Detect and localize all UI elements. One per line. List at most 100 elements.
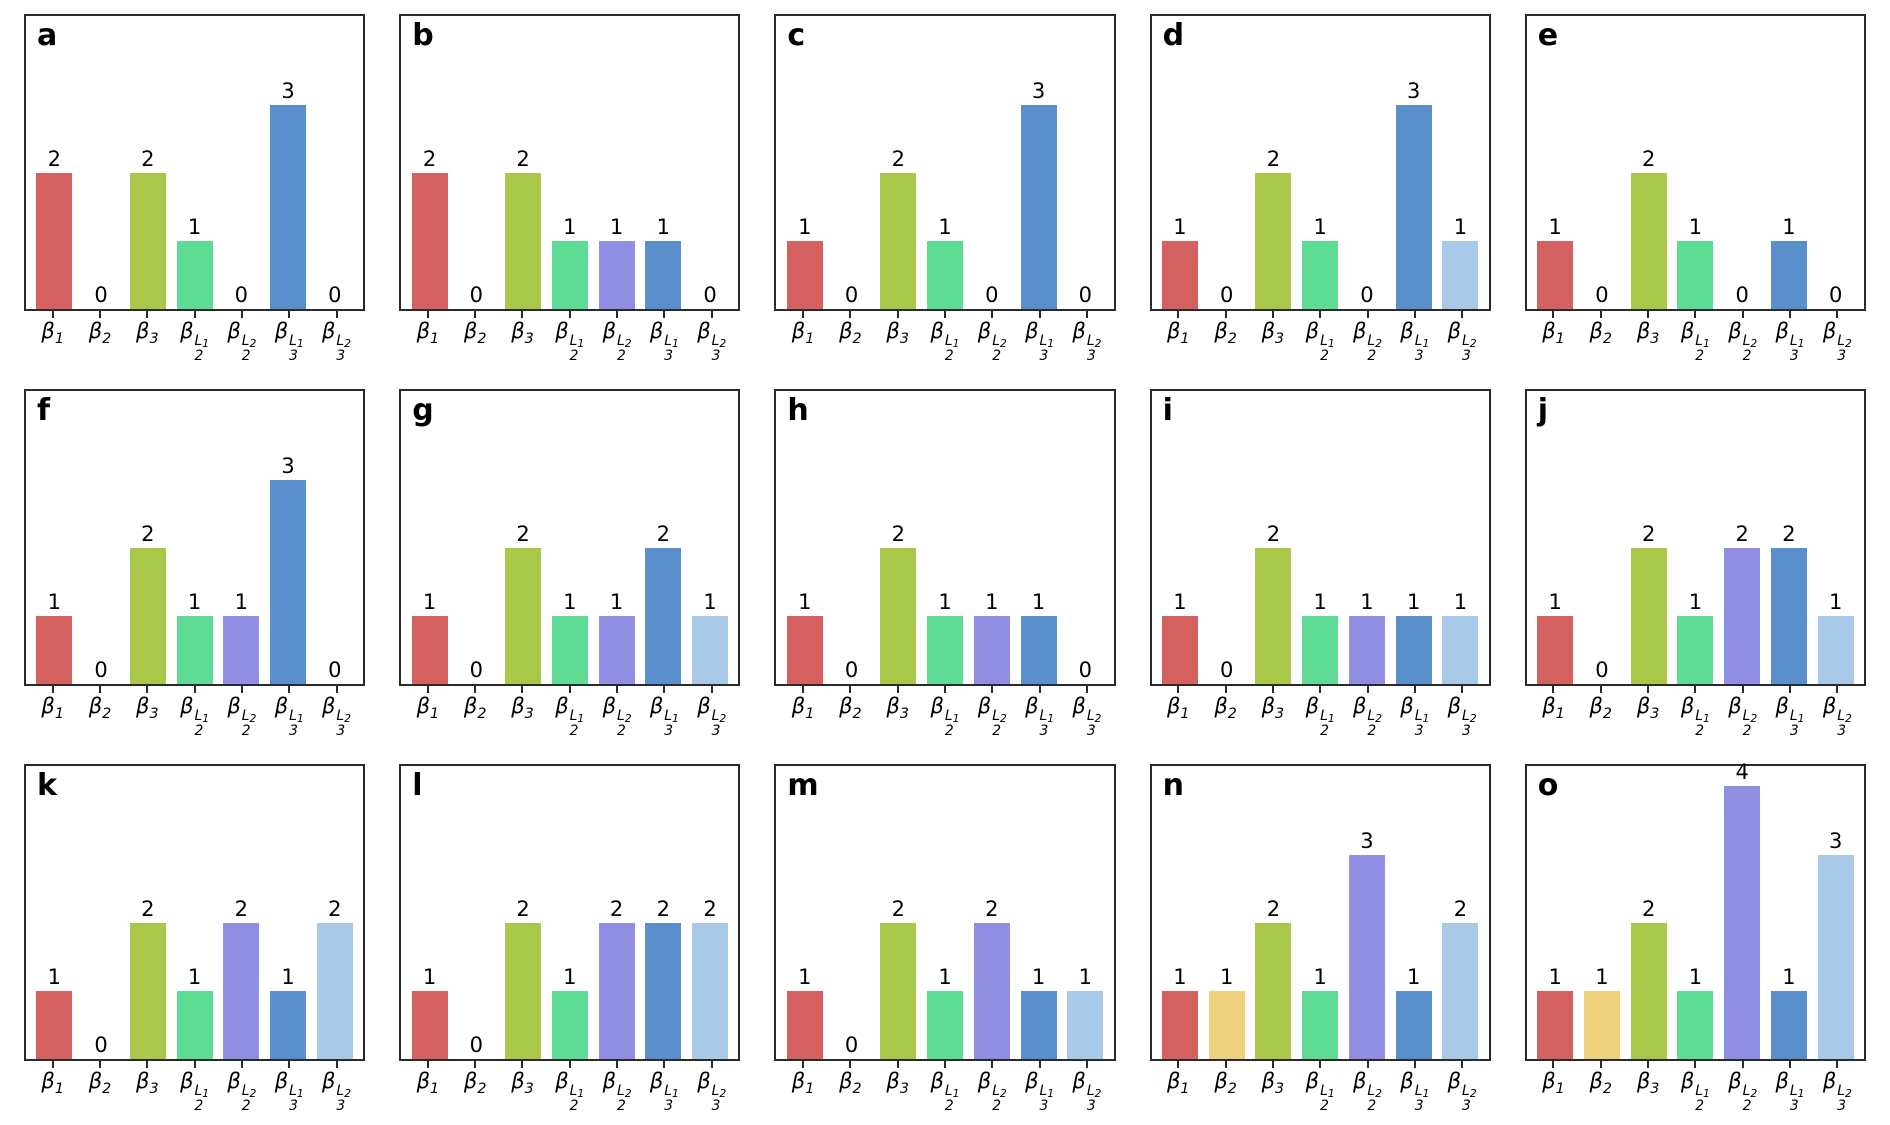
x-axis: β1 β2 β3 β L1 2 β L2 2 β L1 3 β L2 3 (1525, 685, 1866, 738)
x-tick (240, 685, 243, 693)
bar-value-label: 1 (1173, 964, 1187, 989)
bar-beta3: 2 (880, 523, 917, 684)
bar-beta2-L1: 1 (1302, 216, 1339, 309)
x-category-beta3: β3 (1624, 1060, 1671, 1113)
x-label-beta1: β1 (1542, 318, 1565, 347)
x-label-beta2-L1: β L1 2 (180, 318, 210, 364)
x-category-beta3: β3 (874, 1060, 921, 1113)
x-tick (849, 685, 852, 693)
bar-value-label: 0 (844, 657, 859, 682)
x-category-beta2-L2: β L2 2 (218, 1060, 265, 1113)
bar-slot-beta2-L2: 3 (1344, 766, 1391, 1059)
bar-slot-beta1: 1 (781, 766, 828, 1059)
bar-value-label: 1 (1688, 214, 1703, 239)
x-category-beta3-L1: β L1 3 (266, 310, 313, 363)
bar-beta3-L2: 3 (1817, 830, 1854, 1059)
bar-value-label: 1 (798, 589, 812, 614)
bar-beta3: 2 (880, 148, 917, 309)
bar-slot-beta3-L2: 0 (1812, 16, 1859, 309)
bar-value-label: 1 (798, 964, 812, 989)
bar-value-label: 0 (94, 657, 108, 682)
panel-j: j 1 0 2 1 2 2 1 β1 β2 β3 β L1 2 β L2 2 β L1 3 β L2 3 (1524, 389, 1866, 738)
bar-slot-beta2-L2: 2 (218, 766, 265, 1059)
x-label-beta3-L1: β L1 3 (649, 693, 679, 739)
x-tick (1038, 1060, 1041, 1068)
x-category-beta3-L2: β L2 3 (1063, 1060, 1110, 1113)
bar-beta1: 1 (36, 591, 73, 684)
x-category-beta2: β2 (452, 310, 499, 363)
x-category-beta3-L2: β L2 3 (313, 1060, 360, 1113)
x-label-beta2: β2 (1214, 693, 1237, 722)
x-category-beta3-L2: β L2 3 (313, 310, 360, 363)
bar-value-label: 2 (703, 896, 717, 921)
bar-slot-beta2: 0 (1203, 391, 1250, 684)
bar-value-label: 1 (1220, 964, 1234, 989)
x-category-beta3-L1: β L1 3 (1016, 1060, 1063, 1113)
bar-slot-beta3-L2: 1 (687, 391, 734, 684)
x-tick (849, 310, 852, 318)
bar-beta1: 1 (1537, 591, 1574, 684)
x-label-beta3: β3 (136, 1068, 159, 1097)
bar-slot-beta3-L2: 1 (1062, 766, 1109, 1059)
bar-value-label: 0 (1078, 282, 1092, 307)
bar-beta3: 2 (129, 148, 166, 309)
x-category-beta2-L1: β L1 2 (546, 310, 593, 363)
bar-value-label: 2 (1453, 896, 1468, 921)
bar-slot-beta3: 2 (875, 391, 922, 684)
bars-container: 2 0 2 1 0 3 0 (26, 16, 363, 309)
x-category-beta3-L1: β L1 3 (641, 1060, 688, 1113)
bars-container: 1 0 2 1 1 3 0 (26, 391, 363, 684)
bar-value-label: 1 (1078, 964, 1092, 989)
bar-slot-beta2-L2: 1 (593, 16, 640, 309)
x-category-beta3: β3 (499, 685, 546, 738)
bar-value-label: 1 (938, 964, 952, 989)
x-label-beta2-L1: β L1 2 (930, 318, 960, 364)
bar-beta2-L1: 1 (1677, 216, 1714, 309)
x-tick (663, 1060, 666, 1068)
bar-slot-beta2-L2: 0 (218, 16, 265, 309)
x-category-beta1: β1 (404, 1060, 451, 1113)
x-category-beta1: β1 (1155, 685, 1202, 738)
bar-value-label: 4 (1735, 760, 1749, 785)
x-tick (521, 685, 524, 693)
x-label-beta1: β1 (1167, 318, 1190, 347)
bar-slot-beta1: 1 (406, 766, 453, 1059)
bar-value-label: 1 (1173, 589, 1187, 614)
x-axis: β1 β2 β3 β L1 2 β L2 2 β L1 3 β L2 3 (1150, 1060, 1491, 1114)
bar-slot-beta2-L1: 1 (546, 16, 593, 309)
x-category-beta2: β2 (1202, 310, 1249, 363)
x-label-beta2-L1: β L1 2 (1305, 693, 1335, 739)
x-label-beta3-L2: β L2 3 (1822, 1068, 1852, 1114)
plot-area: a 2 0 2 1 0 3 0 (24, 14, 366, 311)
x-label-beta2-L1: β L1 2 (1680, 318, 1710, 364)
x-tick (1461, 685, 1464, 693)
x-category-beta2-L1: β L1 2 (1672, 1060, 1719, 1113)
x-label-beta3: β3 (511, 318, 534, 347)
plot-area: n 1 1 2 1 3 1 2 (1149, 764, 1491, 1061)
x-category-beta3: β3 (499, 1060, 546, 1113)
bar-value-label: 0 (1595, 657, 1609, 682)
panel-i: i 1 0 2 1 1 1 1 β1 β2 β3 β L1 2 β L2 2 β L1 3 β L2 3 (1149, 389, 1491, 739)
x-label-beta3-L2: β L2 3 (697, 318, 727, 364)
x-label-beta2-L1: β L1 2 (1305, 1068, 1335, 1114)
bar-slot-beta2: 1 (1203, 766, 1250, 1059)
plot-area: e 1 0 2 1 0 1 0 (1524, 14, 1866, 311)
x-label-beta3: β3 (886, 318, 909, 347)
x-tick (1413, 685, 1416, 693)
bar-beta2-L1: 1 (551, 591, 588, 684)
panel-letter: m (787, 768, 819, 803)
bar-value-label: 0 (1220, 282, 1234, 307)
x-tick (1741, 1060, 1744, 1068)
x-tick (240, 1060, 243, 1068)
bars-container: 1 0 2 1 2 1 2 (26, 766, 363, 1059)
x-tick (1177, 1060, 1180, 1068)
x-tick (1038, 310, 1041, 318)
bar-slot-beta2: 0 (1203, 16, 1250, 309)
bar-value-label: 2 (891, 521, 905, 546)
x-category-beta1: β1 (1530, 310, 1577, 363)
bar-slot-beta2-L2: 2 (593, 766, 640, 1059)
x-axis: β1 β2 β3 β L1 2 β L2 2 β L1 3 β L2 3 (24, 310, 365, 364)
bar-value-label: 2 (422, 146, 437, 171)
bar-beta1: 2 (411, 148, 448, 309)
bar-value-label: 2 (1641, 146, 1656, 171)
